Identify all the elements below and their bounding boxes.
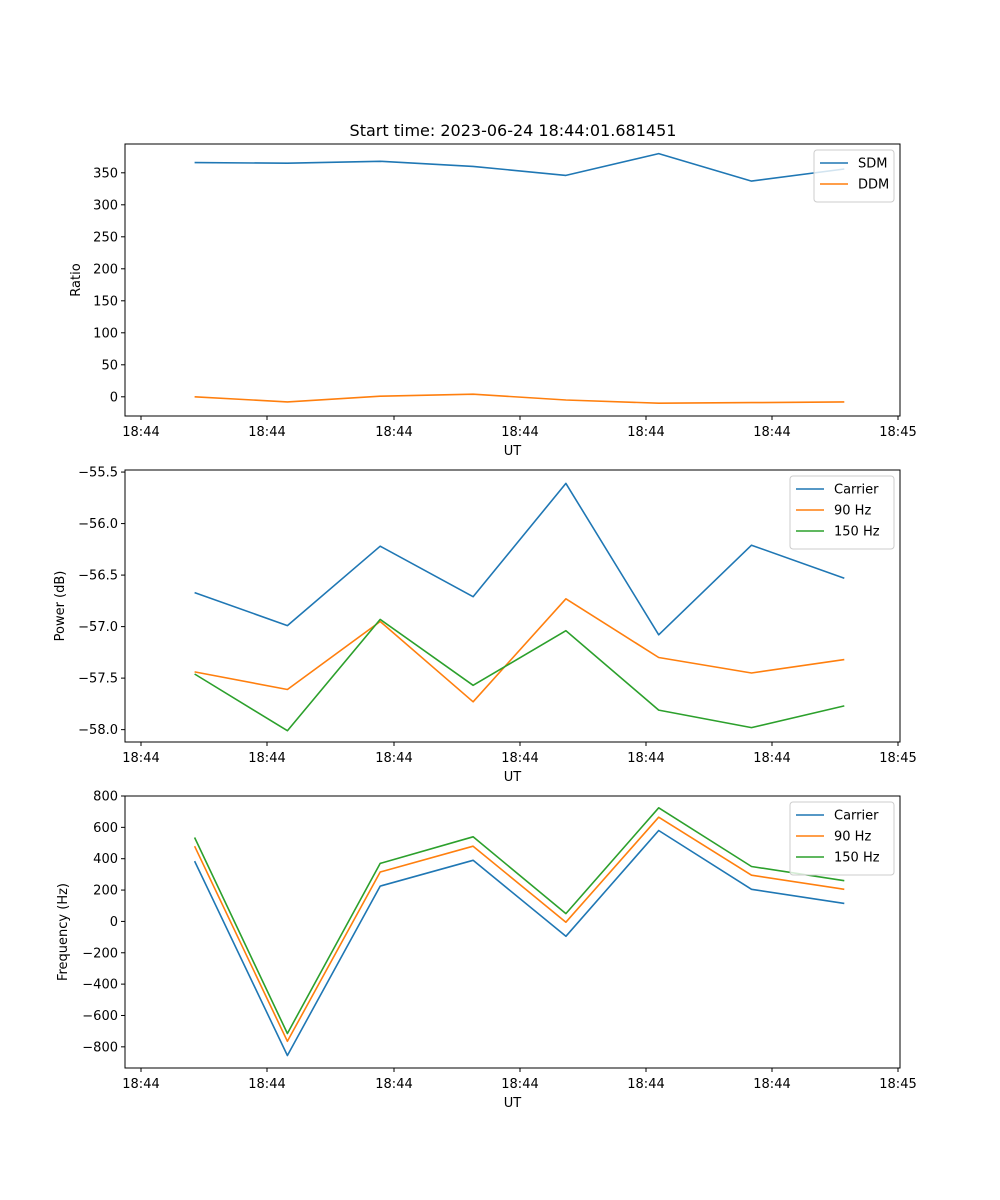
y-axis-label: Frequency (Hz) (56, 883, 71, 981)
legend-label: 150 Hz (834, 851, 880, 866)
x-axis-label: UT (504, 444, 522, 459)
x-tick-label: 18:45 (879, 751, 916, 766)
legend: Carrier 90 Hz 150 Hz (789, 801, 895, 876)
legend-label: Carrier (834, 809, 879, 824)
series-line-150-hz (194, 618, 845, 732)
y-tick-label: −57.0 (78, 620, 118, 635)
y-tick-label: 50 (101, 358, 118, 373)
axes-frame (124, 795, 901, 1069)
x-tick-label: 18:44 (627, 1077, 664, 1092)
y-tick-label: −56.5 (78, 569, 118, 584)
x-axis-label: UT (504, 1096, 522, 1111)
x-tick-label: 18:44 (375, 751, 412, 766)
x-tick-label: 18:44 (501, 751, 538, 766)
legend: Carrier 90 Hz 150 Hz (789, 475, 895, 550)
figure-title: Start time: 2023-06-24 18:44:01.681451 (350, 121, 677, 140)
series-line-150-hz (193, 806, 845, 1035)
y-tick-label: −200 (82, 946, 118, 961)
x-axis-label: UT (504, 770, 522, 785)
y-tick-label: 800 (93, 790, 118, 805)
y-tick-label: −400 (82, 978, 118, 993)
chart-panel-2: −58.0 −57.5 −57.0 −56.5 −56.0 −55.5 18:44 18:44… (53, 466, 917, 785)
legend-label: 150 Hz (834, 525, 880, 540)
x-tick-label: 18:44 (501, 1077, 538, 1092)
x-tick-label: 18:44 (248, 425, 285, 440)
legend-label: Carrier (834, 483, 879, 498)
axes-frame (124, 469, 901, 743)
y-tick-label: −58.0 (78, 723, 118, 738)
axes-frame (124, 143, 901, 417)
y-tick-label: −57.5 (78, 672, 118, 687)
x-tick-label: 18:44 (375, 425, 412, 440)
x-tick-label: 18:44 (753, 751, 790, 766)
chart-panel-1: 0 50 100 150 200 250 300 350 18:44 18:44 18:44 18:4… (69, 143, 917, 459)
x-tick-label: 18:44 (375, 1077, 412, 1092)
legend-label: 90 Hz (834, 830, 871, 845)
y-tick-label: 350 (93, 166, 118, 181)
legend: SDM DDM (813, 149, 895, 203)
y-tick-label: 0 (110, 390, 118, 405)
x-tick-label: 18:44 (122, 1077, 159, 1092)
series-line-90-hz (193, 816, 845, 1043)
chart-panel-3: −800 −600 −400 −200 0 200 400 600 800 18:44 18:44 1… (56, 790, 917, 1112)
x-tick-label: 18:44 (501, 425, 538, 440)
y-tick-label: 400 (93, 852, 118, 867)
legend-label: SDM (858, 157, 887, 172)
x-tick-label: 18:45 (879, 425, 916, 440)
y-tick-label: 100 (93, 326, 118, 341)
y-tick-label: 200 (93, 262, 118, 277)
x-tick-label: 18:44 (248, 1077, 285, 1092)
x-tick-label: 18:44 (122, 425, 159, 440)
series-line-90-hz (194, 597, 845, 703)
x-tick-label: 18:44 (627, 425, 664, 440)
series-line-carrier (194, 482, 845, 636)
y-tick-label: 250 (93, 230, 118, 245)
y-tick-label: −600 (82, 1009, 118, 1024)
y-tick-label: −56.0 (78, 517, 118, 532)
x-tick-label: 18:44 (753, 1077, 790, 1092)
y-tick-label: −800 (82, 1040, 118, 1055)
x-tick-label: 18:44 (627, 751, 664, 766)
y-axis-label: Power (dB) (53, 571, 68, 642)
series-line-carrier (193, 829, 845, 1057)
legend-label: DDM (858, 178, 889, 193)
x-tick-label: 18:44 (753, 425, 790, 440)
y-tick-label: 200 (93, 884, 118, 899)
y-axis-label: Ratio (69, 263, 84, 296)
y-tick-label: 600 (93, 821, 118, 836)
series-line-sdm (194, 152, 845, 182)
legend-label: 90 Hz (834, 504, 871, 519)
y-tick-label: −55.5 (78, 466, 118, 481)
series-line-ddm (194, 393, 845, 405)
y-tick-label: 0 (110, 915, 118, 930)
x-tick-label: 18:45 (879, 1077, 916, 1092)
x-tick-label: 18:44 (248, 751, 285, 766)
x-tick-label: 18:44 (122, 751, 159, 766)
y-tick-label: 150 (93, 294, 118, 309)
y-tick-label: 300 (93, 198, 118, 213)
